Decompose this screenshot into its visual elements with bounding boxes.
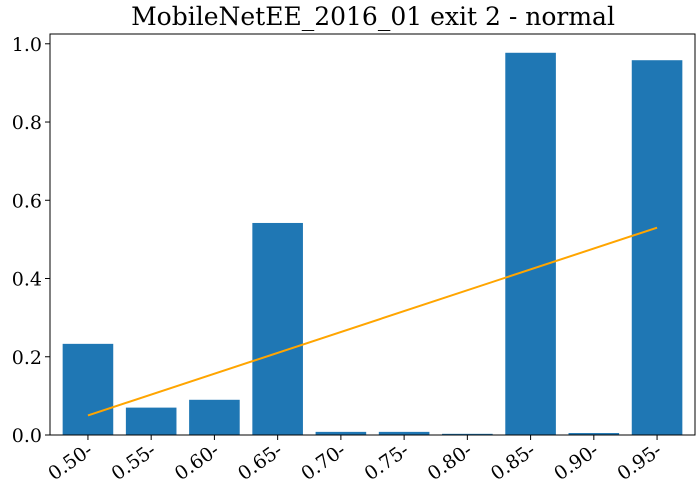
bar-065: [252, 222, 303, 435]
x-tick-label: 0.85-: [487, 439, 540, 485]
y-tick-label: 0.8: [12, 112, 42, 134]
trend-line-group: [87, 226, 658, 417]
bar-095: [631, 60, 683, 436]
x-tick-label: 0.75-: [360, 439, 413, 485]
bar-060: [189, 399, 240, 435]
x-tick-label: 0.60-: [171, 439, 224, 485]
trend-line: [87, 226, 658, 417]
bar-085: [505, 52, 556, 435]
x-tick-label: 0.50-: [44, 439, 97, 485]
x-axis: 0.50- 0.55- 0.60- 0.65- 0.70- 0.75- 0.80- 0.85-…: [44, 435, 666, 485]
bar-070: [315, 431, 367, 435]
x-tick-label: 0.80-: [424, 439, 477, 485]
bars: [62, 52, 683, 436]
chart-title: MobileNetEE_2016_01 exit 2 - normal: [131, 2, 615, 31]
bar-075: [378, 431, 430, 435]
bar-090: [568, 433, 620, 435]
y-tick-label: 0.0: [12, 425, 42, 447]
y-tick-label: 1.0: [12, 34, 42, 56]
bar-080: [442, 433, 493, 435]
x-tick-label: 0.65-: [234, 439, 287, 485]
y-tick-label: 0.4: [12, 269, 42, 291]
y-axis: 0.0 0.2 0.4 0.6 0.8 1.0: [12, 34, 50, 447]
y-tick-label: 0.2: [12, 347, 42, 369]
x-tick-label: 0.70-: [297, 439, 350, 485]
x-tick-label: 0.95-: [613, 439, 666, 485]
x-tick-label: 0.90-: [550, 439, 603, 485]
x-tick-label: 0.55-: [108, 439, 161, 485]
y-tick-label: 0.6: [12, 190, 42, 212]
bar-055: [125, 407, 177, 435]
bar-050: [62, 343, 114, 435]
plot-frame: [49, 33, 696, 436]
